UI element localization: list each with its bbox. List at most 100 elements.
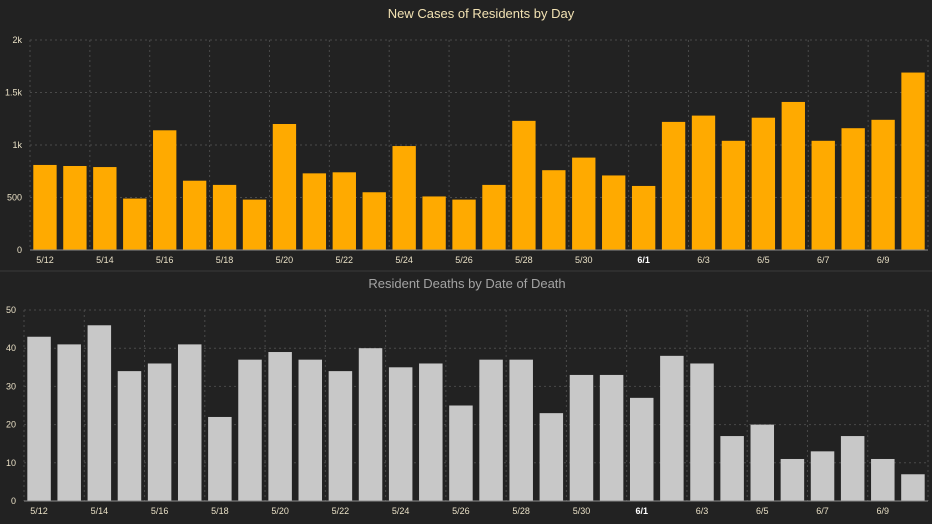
resident-deaths-bar-5-30 — [569, 374, 594, 501]
new-cases-bar-5-13 — [63, 166, 87, 250]
resident-deaths-y-tick-label: 30 — [6, 381, 16, 391]
resident-deaths-bar-6-10 — [901, 474, 925, 501]
resident-deaths-bar-5-22 — [328, 371, 353, 501]
new-cases-x-tick-label: 6/1 — [637, 255, 650, 265]
resident-deaths-bar-5-16 — [147, 363, 172, 501]
new-cases-y-tick-label: 1k — [12, 140, 22, 150]
new-cases-bar-5-20 — [272, 124, 297, 250]
new-cases-bar-6-3 — [691, 115, 716, 250]
new-cases-bar-5-15 — [123, 198, 147, 250]
new-cases-bar-5-31 — [602, 175, 626, 250]
resident-deaths-bar-5-15 — [117, 371, 142, 501]
resident-deaths-bar-5-14 — [87, 325, 112, 501]
new-cases-chart-title: New Cases of Residents by Day — [388, 6, 575, 21]
resident-deaths-bar-6-1 — [629, 397, 654, 501]
new-cases-x-tick-label: 6/3 — [697, 255, 710, 265]
new-cases-bar-6-5 — [751, 117, 776, 250]
resident-deaths-bar-5-21 — [298, 359, 323, 501]
new-cases-bar-5-16 — [153, 130, 177, 250]
resident-deaths-bar-5-20 — [268, 352, 292, 501]
new-cases-bar-5-29 — [542, 170, 566, 250]
resident-deaths-x-tick-label: 5/30 — [573, 506, 591, 516]
resident-deaths-bar-5-28 — [509, 359, 533, 501]
new-cases-y-tick-label: 2k — [12, 35, 22, 45]
resident-deaths-x-tick-label: 5/24 — [392, 506, 410, 516]
new-cases-y-axis: 0 500 1k 1.5k 2k — [5, 35, 928, 255]
resident-deaths-x-tick-label: 5/18 — [211, 506, 229, 516]
new-cases-y-tick-label: 500 — [7, 193, 22, 203]
new-cases-bar-6-8 — [841, 128, 865, 250]
resident-deaths-y-tick-label: 10 — [6, 458, 16, 468]
resident-deaths-bar-5-12 — [27, 336, 51, 501]
resident-deaths-bar-6-4 — [720, 436, 744, 501]
resident-deaths-bar-5-24 — [388, 367, 413, 501]
new-cases-bar-6-9 — [871, 119, 895, 250]
resident-deaths-y-axis: 0 10 20 30 40 50 — [6, 305, 928, 506]
resident-deaths-x-tick-label: 5/14 — [91, 506, 109, 516]
new-cases-bar-5-18 — [212, 184, 237, 250]
new-cases-bar-5-21 — [302, 173, 327, 250]
new-cases-bar-6-6 — [781, 101, 805, 250]
resident-deaths-bar-5-19 — [238, 359, 262, 501]
new-cases-x-tick-label: 5/24 — [395, 255, 413, 265]
resident-deaths-chart: Resident Deaths by Date of Death 0 10 20 30… — [6, 276, 929, 516]
new-cases-bar-6-1 — [631, 185, 656, 250]
resident-deaths-bar-5-17 — [177, 344, 202, 501]
new-cases-gridlines — [29, 39, 929, 250]
new-cases-bar-6-10 — [901, 72, 925, 250]
resident-deaths-bar-5-31 — [599, 374, 624, 501]
new-cases-y-tick-label: 0 — [17, 245, 22, 255]
new-cases-x-tick-label: 5/14 — [96, 255, 114, 265]
new-cases-bar-5-22 — [332, 172, 356, 250]
new-cases-x-axis: 5/12 5/14 5/16 5/18 5/20 5/22 5/24 5/26 5/28 5/30… — [36, 255, 889, 265]
resident-deaths-x-tick-label: 5/16 — [151, 506, 169, 516]
resident-deaths-x-tick-label: 5/26 — [452, 506, 470, 516]
resident-deaths-x-tick-label: 6/7 — [816, 506, 829, 516]
new-cases-x-tick-label: 5/28 — [515, 255, 533, 265]
resident-deaths-x-tick-label: 5/22 — [332, 506, 350, 516]
resident-deaths-bar-6-2 — [660, 355, 684, 501]
resident-deaths-x-axis: 5/12 5/14 5/16 5/18 5/20 5/22 5/24 5/26 5/28 5/30… — [30, 506, 889, 516]
resident-deaths-bar-6-9 — [871, 458, 895, 501]
resident-deaths-bar-6-6 — [780, 458, 805, 501]
resident-deaths-x-tick-label: 5/28 — [512, 506, 530, 516]
resident-deaths-x-tick-label: 6/5 — [756, 506, 769, 516]
new-cases-bar-5-27 — [482, 184, 506, 250]
resident-deaths-y-tick-label: 0 — [11, 496, 16, 506]
resident-deaths-x-tick-label: 6/9 — [877, 506, 890, 516]
resident-deaths-bar-5-25 — [419, 363, 443, 501]
new-cases-y-tick-label: 1.5k — [5, 88, 23, 98]
new-cases-x-tick-label: 5/16 — [156, 255, 174, 265]
resident-deaths-x-tick-label: 6/1 — [635, 506, 648, 516]
new-cases-x-tick-label: 5/22 — [336, 255, 354, 265]
resident-deaths-bar-5-13 — [57, 344, 81, 501]
resident-deaths-x-tick-label: 6/3 — [696, 506, 709, 516]
new-cases-x-tick-label: 5/26 — [455, 255, 473, 265]
new-cases-bar-5-25 — [422, 196, 446, 250]
new-cases-bar-6-2 — [661, 121, 686, 251]
resident-deaths-bar-5-23 — [358, 348, 383, 501]
new-cases-bar-6-7 — [811, 140, 835, 250]
new-cases-x-tick-label: 5/30 — [575, 255, 593, 265]
new-cases-x-tick-label: 5/20 — [276, 255, 294, 265]
new-cases-bar-5-30 — [572, 157, 596, 250]
new-cases-x-tick-label: 5/12 — [36, 255, 54, 265]
resident-deaths-gridlines — [23, 309, 929, 501]
new-cases-x-tick-label: 5/18 — [216, 255, 234, 265]
new-cases-bar-5-24 — [392, 146, 416, 250]
new-cases-x-tick-label: 6/7 — [817, 255, 830, 265]
resident-deaths-x-tick-label: 5/12 — [30, 506, 48, 516]
resident-deaths-bar-5-26 — [449, 405, 473, 501]
new-cases-x-tick-label: 6/9 — [877, 255, 890, 265]
new-cases-chart: New Cases of Residents by Day 0 500 1k 1.5k… — [5, 6, 929, 265]
resident-deaths-bar-5-29 — [539, 413, 564, 501]
resident-deaths-bars — [27, 325, 925, 501]
resident-deaths-bar-6-7 — [810, 451, 835, 501]
resident-deaths-bar-6-5 — [750, 424, 775, 501]
new-cases-bar-5-28 — [512, 120, 536, 250]
new-cases-bar-5-12 — [33, 164, 57, 250]
new-cases-bar-5-23 — [362, 192, 386, 250]
resident-deaths-chart-title: Resident Deaths by Date of Death — [368, 276, 565, 291]
resident-deaths-bar-6-3 — [690, 363, 714, 501]
